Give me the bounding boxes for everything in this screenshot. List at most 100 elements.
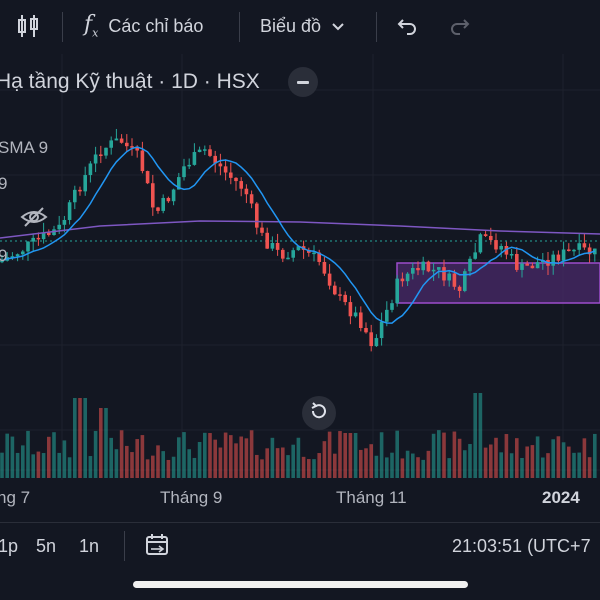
reset-chart-button[interactable]	[302, 396, 336, 430]
candle-body	[83, 175, 87, 192]
symbol-title[interactable]: Hạ tầng Kỹ thuật · 1D · HSX	[0, 70, 260, 93]
candle-body	[62, 219, 67, 225]
time-label-4: 2024	[542, 488, 580, 507]
candle-body	[333, 285, 337, 295]
volume-bar	[509, 453, 514, 478]
volume-bar	[504, 434, 509, 478]
price-chart[interactable]	[0, 54, 600, 520]
range-1n[interactable]: 1n	[79, 536, 100, 556]
volume-bar	[197, 441, 202, 478]
volume-bar	[572, 452, 576, 478]
candle-body	[359, 312, 363, 329]
eye-hidden-icon[interactable]	[20, 205, 48, 234]
volume-bar	[530, 445, 535, 478]
volume-bar	[385, 457, 389, 478]
date-range-icon[interactable]	[145, 533, 171, 562]
collapse-legend-button[interactable]	[288, 67, 318, 97]
candle-body	[515, 253, 519, 270]
candle-body	[218, 163, 223, 167]
candle-body	[260, 227, 264, 233]
candle-body	[275, 242, 280, 250]
volume-bar	[135, 439, 139, 478]
volume-bar	[499, 452, 503, 478]
candle-body	[119, 138, 124, 143]
clock-timezone[interactable]: 21:03:51 (UTC+7	[452, 536, 591, 556]
volume-bar	[348, 433, 353, 478]
candle-body	[468, 258, 472, 272]
candle-body	[31, 237, 35, 242]
candle-body	[161, 197, 165, 211]
volume-bar	[21, 445, 25, 478]
candle-body	[187, 164, 191, 167]
candle-body	[405, 273, 410, 282]
volume-bar	[546, 453, 550, 478]
volume-bar	[541, 457, 545, 478]
candle-body	[457, 286, 462, 291]
candle-body	[177, 177, 181, 190]
volume-bar	[213, 439, 217, 478]
candle-body	[67, 202, 72, 220]
candle-body	[192, 152, 197, 165]
volume-bar	[473, 393, 477, 478]
volume-bar	[364, 448, 368, 478]
volume-bar	[447, 458, 451, 478]
volume-bar	[312, 459, 316, 478]
volume-bar	[567, 446, 571, 478]
redo-icon[interactable]	[449, 8, 471, 44]
chart-area[interactable]	[0, 54, 600, 520]
candles-icon[interactable]	[16, 8, 40, 44]
volume-bar	[161, 451, 165, 478]
volume-bar	[556, 436, 561, 478]
volume-bar	[83, 398, 87, 478]
volume-bar	[286, 455, 290, 478]
undo-icon[interactable]	[396, 8, 418, 44]
candle-body	[10, 256, 15, 258]
candle-body	[203, 149, 207, 151]
candle-body	[499, 246, 503, 250]
candle-body	[244, 188, 249, 195]
volume-bar	[478, 393, 483, 478]
volume-bar	[166, 459, 171, 478]
volume-bar	[265, 448, 269, 478]
candle-body	[525, 263, 529, 266]
candle-body	[327, 273, 332, 286]
candle-body	[390, 303, 394, 310]
rectangle-zone	[396, 262, 600, 304]
volume-bar	[582, 438, 587, 478]
candle-body	[265, 232, 269, 249]
indicators-button[interactable]: fx Các chỉ báo	[84, 8, 203, 44]
candle-body	[57, 224, 61, 230]
range-5n[interactable]: 5n	[36, 536, 57, 556]
volume-bar	[119, 430, 124, 478]
candle-body	[431, 269, 436, 272]
sma-legend-label[interactable]: SMA 9	[0, 138, 49, 157]
volume-bar	[88, 456, 93, 478]
range-1p[interactable]: 1p	[0, 536, 19, 556]
volume-bar	[593, 433, 597, 478]
volume-bar	[171, 456, 176, 478]
volume-bar	[525, 446, 529, 478]
volume-bar	[249, 430, 254, 478]
candle-body	[249, 194, 254, 204]
candle-body	[145, 171, 150, 184]
candle-body	[223, 166, 228, 173]
volume-bar	[437, 430, 441, 478]
indicator-value-b: 9	[0, 246, 8, 265]
volume-bar	[395, 430, 399, 478]
indicator-value-a: 9	[0, 174, 8, 193]
volume-bar	[411, 453, 415, 478]
candle-body	[353, 312, 358, 317]
volume-bar	[296, 437, 301, 478]
candle-body	[286, 257, 290, 260]
candle-body	[36, 237, 41, 240]
volume-bar	[390, 452, 394, 478]
chart-type-button[interactable]: Biểu đồ	[260, 8, 345, 44]
volume-bar	[182, 432, 186, 478]
chevron-down-icon	[331, 16, 345, 37]
candle-body	[88, 163, 93, 176]
candle-body	[197, 149, 202, 153]
volume-bar	[31, 454, 35, 478]
candle-body	[291, 250, 295, 258]
candle-body	[130, 146, 134, 148]
candle-body	[489, 235, 493, 241]
